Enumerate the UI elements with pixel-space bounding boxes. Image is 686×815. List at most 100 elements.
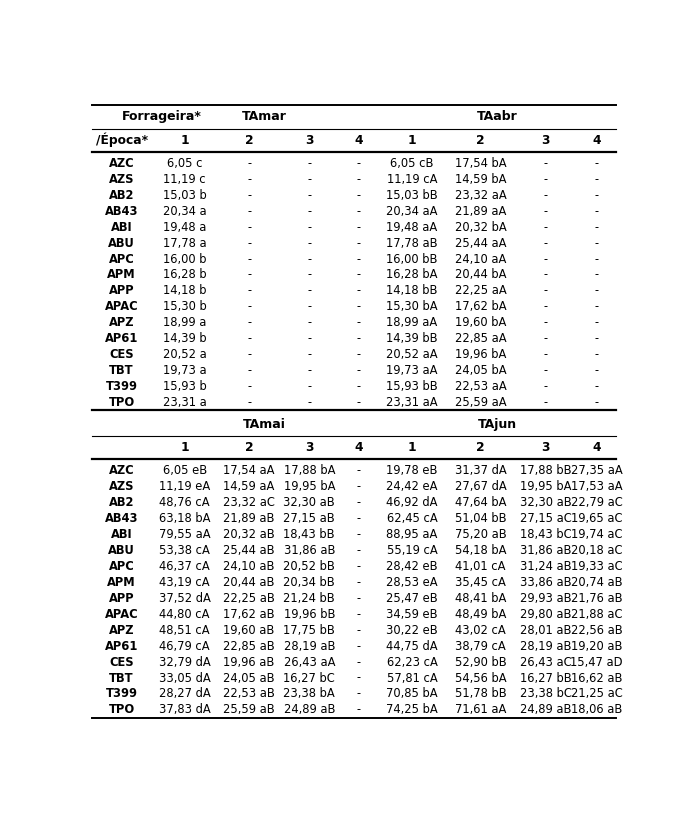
Text: -: - <box>357 253 361 266</box>
Text: -: - <box>247 236 251 249</box>
Text: -: - <box>594 205 598 218</box>
Text: 17,62 aB: 17,62 aB <box>224 608 275 621</box>
Text: 25,59 aA: 25,59 aA <box>455 396 506 409</box>
Text: 20,52 a: 20,52 a <box>163 348 206 361</box>
Text: 17,75 bB: 17,75 bB <box>283 623 335 637</box>
Text: 3: 3 <box>541 441 550 454</box>
Text: 17,62 bA: 17,62 bA <box>455 300 506 313</box>
Text: 21,89 aB: 21,89 aB <box>224 513 275 526</box>
Text: 24,10 aA: 24,10 aA <box>455 253 506 266</box>
Text: 19,73 a: 19,73 a <box>163 364 206 377</box>
Text: 71,61 aA: 71,61 aA <box>455 703 506 716</box>
Text: 20,18 aC: 20,18 aC <box>571 544 622 557</box>
Text: 70,85 bA: 70,85 bA <box>386 687 438 700</box>
Text: 27,67 dA: 27,67 dA <box>455 480 506 493</box>
Text: -: - <box>247 221 251 234</box>
Text: 32,30 aB: 32,30 aB <box>520 496 571 509</box>
Text: 26,43 aC: 26,43 aC <box>520 655 571 668</box>
Text: 23,38 bA: 23,38 bA <box>283 687 335 700</box>
Text: 79,55 aA: 79,55 aA <box>159 528 211 541</box>
Text: TAjun: TAjun <box>478 418 517 431</box>
Text: 16,28 bA: 16,28 bA <box>386 268 438 281</box>
Text: 20,74 aB: 20,74 aB <box>571 576 622 589</box>
Text: -: - <box>307 189 311 202</box>
Text: TBT: TBT <box>109 672 134 685</box>
Text: CES: CES <box>109 655 134 668</box>
Text: 74,25 bA: 74,25 bA <box>386 703 438 716</box>
Text: 2: 2 <box>245 441 254 454</box>
Text: -: - <box>307 221 311 234</box>
Text: 37,83 dA: 37,83 dA <box>159 703 211 716</box>
Text: 33,86 aB: 33,86 aB <box>520 576 571 589</box>
Text: 22,53 aA: 22,53 aA <box>455 380 506 393</box>
Text: -: - <box>544 236 548 249</box>
Text: 25,44 aA: 25,44 aA <box>455 236 506 249</box>
Text: 24,89 aB: 24,89 aB <box>283 703 335 716</box>
Text: -: - <box>544 173 548 186</box>
Text: -: - <box>594 316 598 329</box>
Text: -: - <box>594 268 598 281</box>
Text: 15,93 b: 15,93 b <box>163 380 206 393</box>
Text: 18,43 bC: 18,43 bC <box>520 528 571 541</box>
Text: -: - <box>357 560 361 573</box>
Text: -: - <box>357 528 361 541</box>
Text: -: - <box>357 544 361 557</box>
Text: -: - <box>594 173 598 186</box>
Text: 2: 2 <box>476 134 485 147</box>
Text: -: - <box>357 284 361 297</box>
Text: T399: T399 <box>106 687 138 700</box>
Text: 20,34 aA: 20,34 aA <box>386 205 438 218</box>
Text: 57,81 cA: 57,81 cA <box>387 672 438 685</box>
Text: 24,89 aB: 24,89 aB <box>520 703 571 716</box>
Text: 21,76 aB: 21,76 aB <box>571 592 622 605</box>
Text: 2: 2 <box>245 134 254 147</box>
Text: 35,45 cA: 35,45 cA <box>455 576 506 589</box>
Text: 44,80 cA: 44,80 cA <box>159 608 210 621</box>
Text: 14,59 bA: 14,59 bA <box>455 173 506 186</box>
Text: APAC: APAC <box>105 300 139 313</box>
Text: -: - <box>544 364 548 377</box>
Text: 31,37 dA: 31,37 dA <box>455 465 506 478</box>
Text: 1: 1 <box>407 134 416 147</box>
Text: 51,78 bB: 51,78 bB <box>455 687 506 700</box>
Text: -: - <box>307 205 311 218</box>
Text: 11,19 c: 11,19 c <box>163 173 206 186</box>
Text: 15,03 b: 15,03 b <box>163 189 206 202</box>
Text: 51,04 bB: 51,04 bB <box>455 513 506 526</box>
Text: 11,19 eA: 11,19 eA <box>159 480 211 493</box>
Text: 19,48 a: 19,48 a <box>163 221 206 234</box>
Text: -: - <box>594 236 598 249</box>
Text: APM: APM <box>107 268 136 281</box>
Text: 19,96 bA: 19,96 bA <box>455 348 506 361</box>
Text: 16,00 bB: 16,00 bB <box>386 253 438 266</box>
Text: -: - <box>357 687 361 700</box>
Text: -: - <box>594 221 598 234</box>
Text: -: - <box>544 189 548 202</box>
Text: -: - <box>357 655 361 668</box>
Text: TAabr: TAabr <box>477 111 518 123</box>
Text: 4: 4 <box>592 441 601 454</box>
Text: 46,37 cA: 46,37 cA <box>159 560 210 573</box>
Text: 18,43 bB: 18,43 bB <box>283 528 335 541</box>
Text: -: - <box>357 221 361 234</box>
Text: 22,25 aA: 22,25 aA <box>455 284 506 297</box>
Text: APC: APC <box>108 253 134 266</box>
Text: 4: 4 <box>592 134 601 147</box>
Text: -: - <box>594 396 598 409</box>
Text: ABI: ABI <box>110 528 132 541</box>
Text: -: - <box>357 300 361 313</box>
Text: 20,32 bA: 20,32 bA <box>455 221 506 234</box>
Text: 22,56 aB: 22,56 aB <box>571 623 622 637</box>
Text: 20,44 bA: 20,44 bA <box>455 268 506 281</box>
Text: -: - <box>307 253 311 266</box>
Text: APM: APM <box>107 576 136 589</box>
Text: 24,05 aB: 24,05 aB <box>224 672 275 685</box>
Text: 30,22 eB: 30,22 eB <box>386 623 438 637</box>
Text: -: - <box>357 480 361 493</box>
Text: 25,59 aB: 25,59 aB <box>224 703 275 716</box>
Text: 54,56 bA: 54,56 bA <box>455 672 506 685</box>
Text: 44,75 dA: 44,75 dA <box>386 640 438 653</box>
Text: -: - <box>247 380 251 393</box>
Text: -: - <box>247 268 251 281</box>
Text: 23,32 aC: 23,32 aC <box>223 496 275 509</box>
